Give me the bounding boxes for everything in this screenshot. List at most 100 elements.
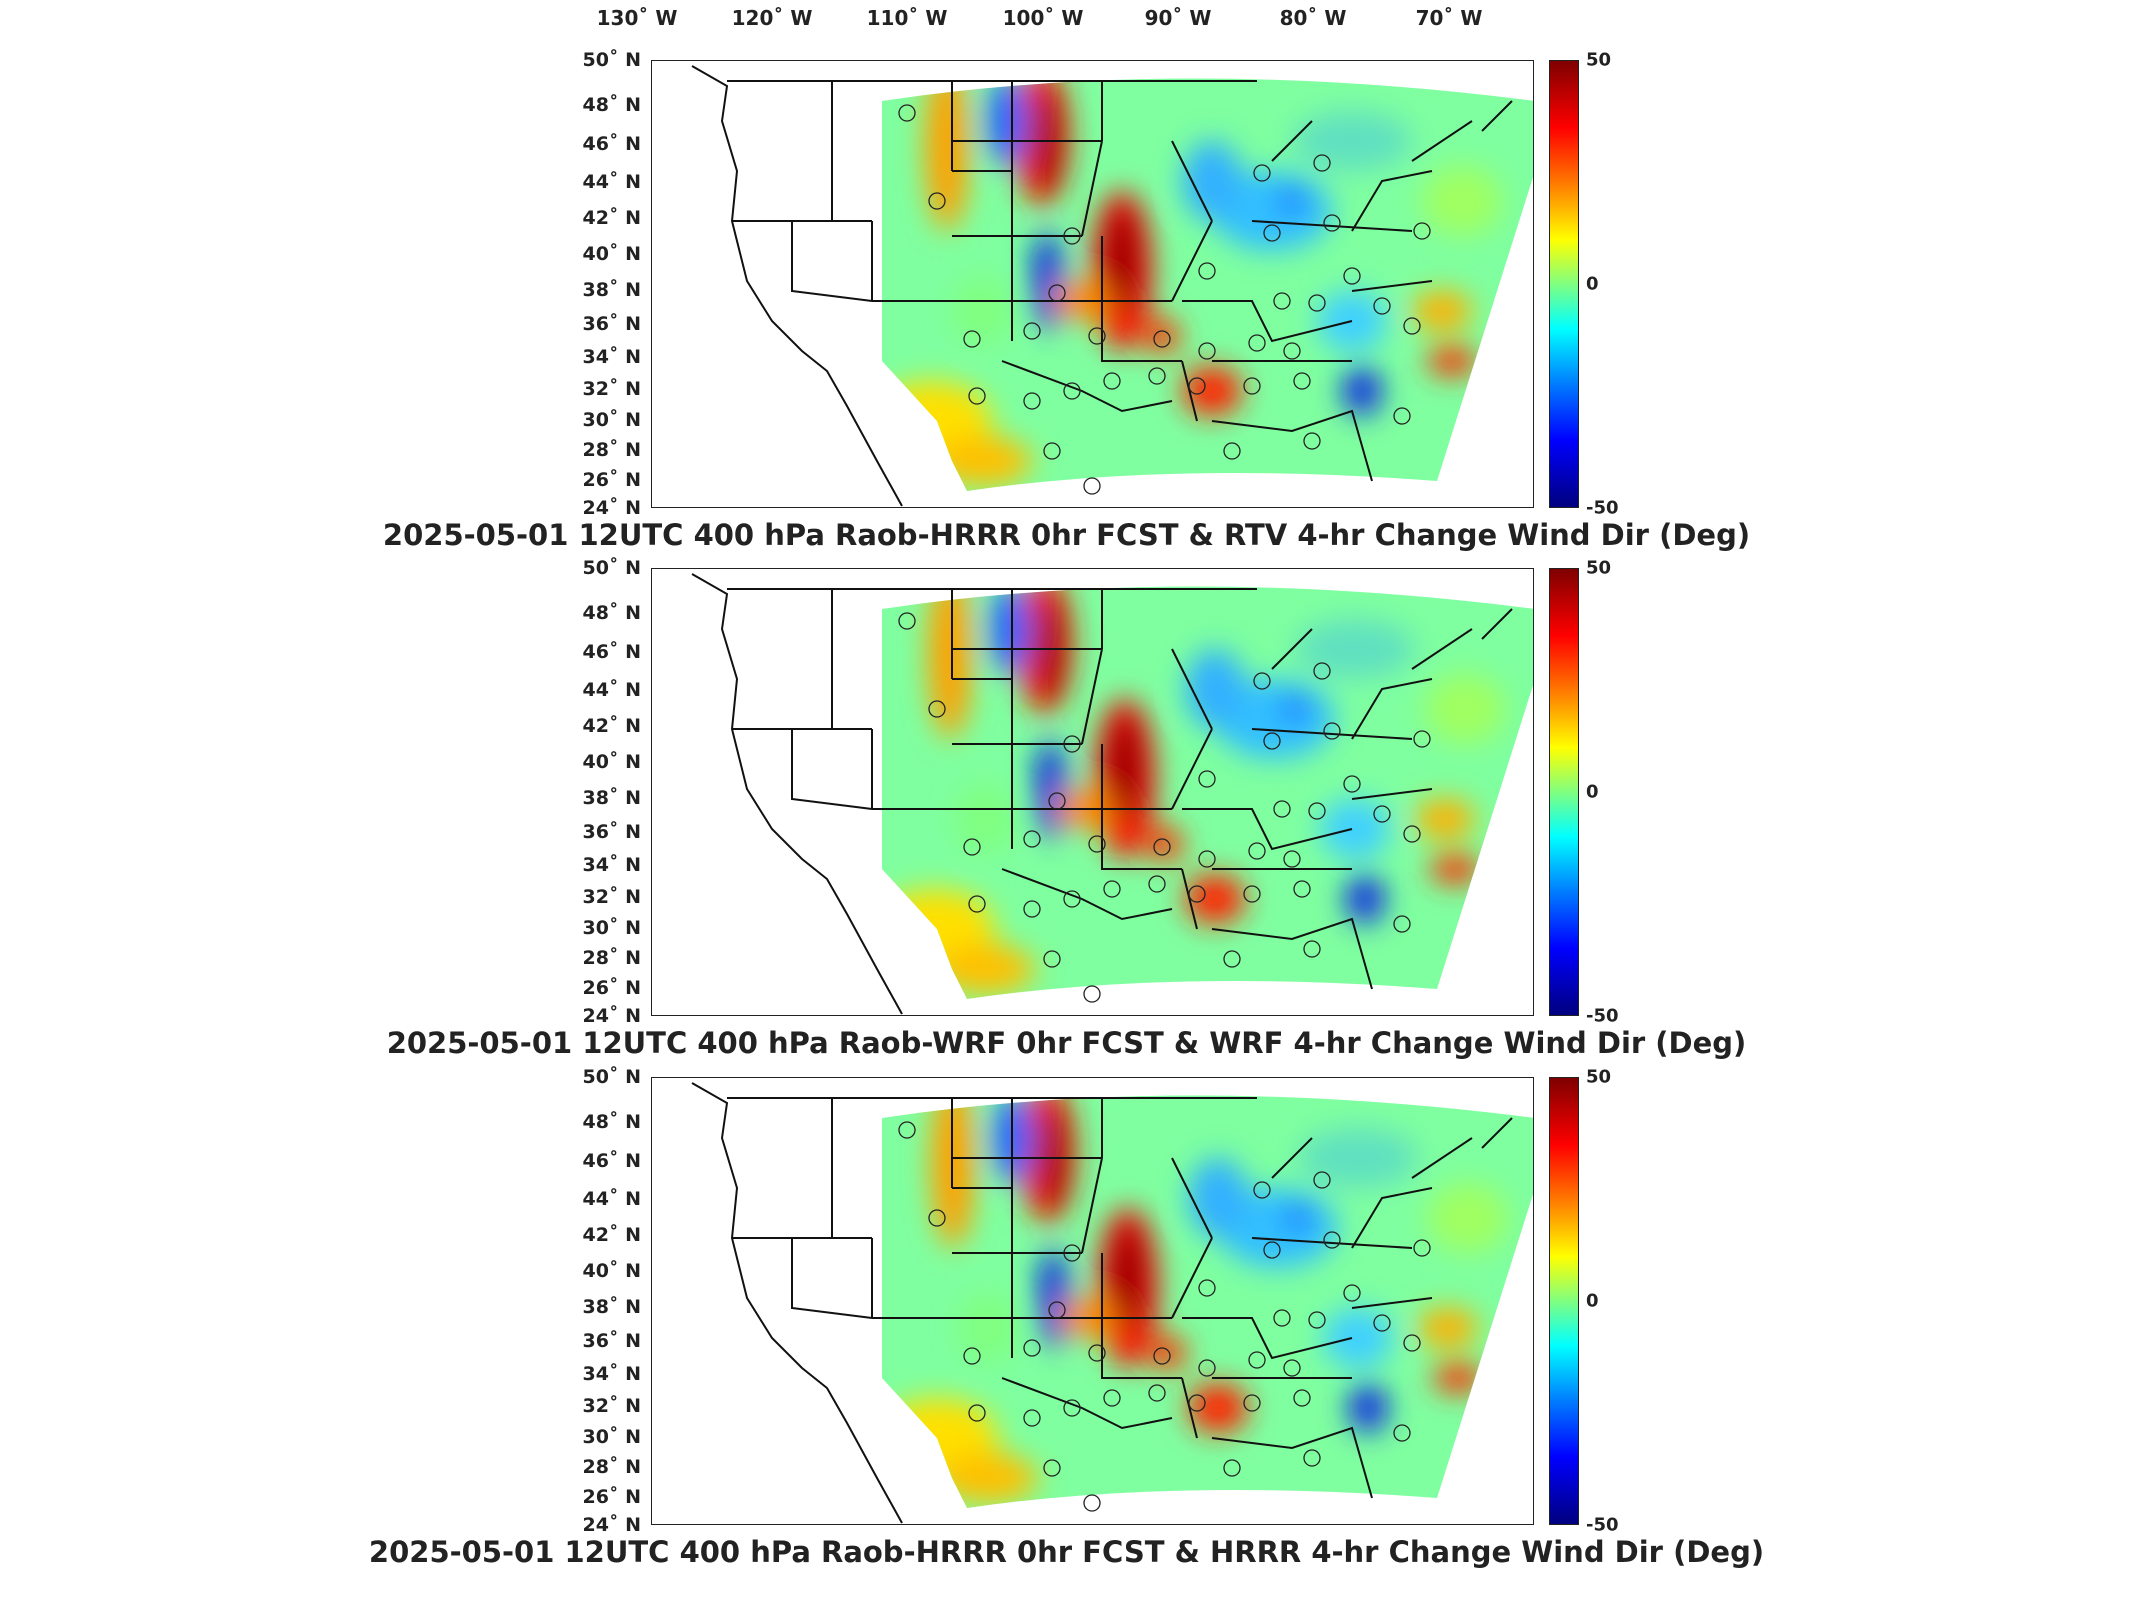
raob-station-marker	[1393, 1424, 1411, 1442]
lat-tick-label: 28˚ N	[582, 439, 641, 461]
raob-station-marker	[1198, 850, 1216, 868]
raob-station-marker	[963, 1347, 981, 1365]
raob-station-marker	[1403, 825, 1421, 843]
lat-tick-label: 36˚ N	[582, 313, 641, 335]
raob-station-marker	[1103, 1389, 1121, 1407]
field-anomaly	[1298, 1128, 1418, 1188]
lon-tick-label: 130˚ W	[596, 6, 678, 30]
colorbar	[1549, 60, 1579, 508]
lon-tick-label: 120˚ W	[731, 6, 813, 30]
lon-tick-label: 70˚ W	[1415, 6, 1483, 30]
raob-station-marker	[1248, 842, 1266, 860]
map-plot-area	[651, 1077, 1534, 1525]
raob-station-marker	[1153, 1347, 1171, 1365]
longitude-axis: 130˚ W 120˚ W 110˚ W 100˚ W 90˚ W 80˚ W 70˚ W	[0, 0, 2133, 40]
lat-tick-label: 34˚ N	[582, 1363, 641, 1385]
field-anomaly	[1031, 231, 1063, 331]
raob-station-marker	[968, 895, 986, 913]
raob-station-marker	[1083, 1494, 1101, 1512]
colorbar-tick-label: 0	[1586, 781, 1599, 803]
raob-station-marker	[1403, 317, 1421, 335]
lat-tick-label: 28˚ N	[582, 1456, 641, 1478]
raob-station-marker	[1263, 1241, 1281, 1259]
raob-station-marker	[1303, 1449, 1321, 1467]
lon-tick-label: 80˚ W	[1279, 6, 1347, 30]
colorbar-tick-label: -50	[1586, 497, 1619, 519]
colorbar-tick-label: 50	[1586, 49, 1612, 71]
field-anomaly	[1188, 1383, 1248, 1433]
state-borders	[691, 65, 1513, 507]
raob-station-marker	[1373, 1314, 1391, 1332]
field-anomaly	[1427, 346, 1477, 376]
raob-station-marker	[1043, 442, 1061, 460]
lat-tick-label: 38˚ N	[582, 279, 641, 301]
map-panel: 50˚ N 48˚ N 46˚ N 44˚ N 42˚ N 40˚ N 38˚ N 36˚ N…	[0, 557, 2133, 1078]
field-anomaly	[1037, 1248, 1069, 1348]
panel-title: 2025-05-01 12UTC 400 hPa Raob-HRRR 0hr F…	[368, 1535, 1765, 1569]
lat-tick-label: 44˚ N	[582, 1188, 641, 1210]
field-anomaly	[1430, 854, 1480, 884]
field-anomaly	[1433, 1363, 1483, 1393]
map-panel: 50˚ N 48˚ N 46˚ N 44˚ N 42˚ N 40˚ N 38˚ N 36˚ N…	[0, 49, 2133, 570]
raob-station-marker	[1023, 1339, 1041, 1357]
raob-station-marker	[1373, 297, 1391, 315]
map-plot-area	[651, 568, 1534, 1016]
field-anomaly	[1292, 111, 1412, 171]
raob-station-marker	[1023, 900, 1041, 918]
raob-station-marker	[1063, 890, 1081, 908]
raob-station-marker	[1198, 262, 1216, 280]
field-anomaly	[1422, 166, 1502, 236]
raob-station-marker	[898, 1121, 916, 1139]
lat-tick-label: 46˚ N	[582, 641, 641, 663]
lat-tick-label: 50˚ N	[582, 557, 641, 579]
lat-tick-label: 38˚ N	[582, 1296, 641, 1318]
field-anomaly	[1147, 826, 1183, 862]
raob-station-marker	[898, 612, 916, 630]
raob-station-marker	[968, 1404, 986, 1422]
raob-station-marker	[1413, 730, 1431, 748]
field-anomaly	[1281, 699, 1309, 719]
raob-station-marker	[1083, 985, 1101, 1003]
raob-station-marker	[1313, 662, 1331, 680]
field-anomaly	[987, 78, 1027, 166]
lat-tick-label: 36˚ N	[582, 1330, 641, 1352]
raob-station-marker	[1063, 227, 1081, 245]
raob-station-marker	[1223, 950, 1241, 968]
lat-tick-label: 24˚ N	[582, 497, 641, 519]
wind-direction-field	[691, 573, 1533, 1015]
raob-station-marker	[1148, 367, 1166, 385]
raob-station-marker	[1188, 1394, 1206, 1412]
field-anomaly	[1110, 714, 1140, 824]
raob-station-marker	[1293, 1389, 1311, 1407]
raob-station-marker	[1063, 735, 1081, 753]
raob-station-marker	[1043, 950, 1061, 968]
raob-station-marker	[898, 104, 916, 122]
lat-tick-label: 28˚ N	[582, 947, 641, 969]
lat-tick-label: 40˚ N	[582, 243, 641, 265]
lat-tick-label: 24˚ N	[582, 1514, 641, 1536]
field-anomaly	[1345, 874, 1385, 924]
lat-tick-label: 30˚ N	[582, 409, 641, 431]
lat-tick-label: 50˚ N	[582, 1066, 641, 1088]
lat-tick-label: 40˚ N	[582, 1260, 641, 1282]
lat-tick-label: 26˚ N	[582, 977, 641, 999]
raob-station-marker	[1048, 1301, 1066, 1319]
lat-tick-label: 26˚ N	[582, 469, 641, 491]
lon-tick-label: 90˚ W	[1144, 6, 1212, 30]
field-anomaly	[1323, 1308, 1393, 1368]
colorbar	[1549, 568, 1579, 1016]
field-anomaly	[935, 944, 1035, 994]
raob-station-marker	[1048, 284, 1066, 302]
raob-station-marker	[1148, 875, 1166, 893]
field-anomaly	[1107, 206, 1137, 316]
raob-station-marker	[1323, 722, 1341, 740]
field-anomaly	[1415, 799, 1475, 839]
raob-station-marker	[1103, 880, 1121, 898]
raob-station-marker	[1088, 327, 1106, 345]
raob-station-marker	[1283, 1359, 1301, 1377]
raob-station-marker	[1088, 835, 1106, 853]
raob-station-marker	[928, 1209, 946, 1227]
raob-station-marker	[1393, 407, 1411, 425]
raob-station-marker	[1253, 672, 1271, 690]
raob-station-marker	[1223, 442, 1241, 460]
